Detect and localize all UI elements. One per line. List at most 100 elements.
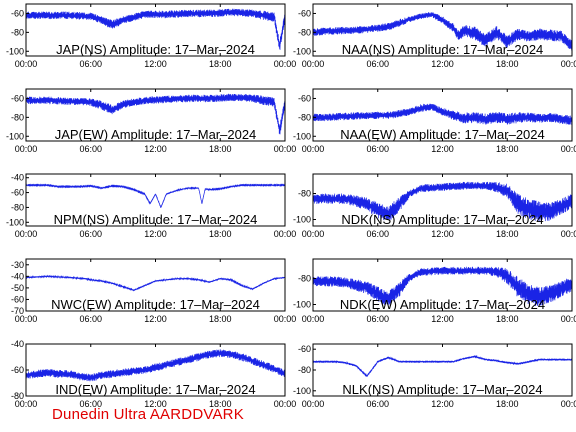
series-line: [312, 103, 573, 125]
x-tick-label: 12:00: [431, 144, 454, 154]
y-tick-label: -100: [293, 386, 311, 396]
x-tick-label: 06:00: [79, 144, 102, 154]
panel-8: 00:00 06:00 12:00 18:00 00:00 -40 -60 -80 IND(EW…: [11, 339, 296, 409]
y-tick-label: -80: [11, 202, 24, 212]
series-line: [312, 12, 573, 51]
x-tick-label: 18:00: [496, 144, 519, 154]
series-line: [25, 183, 286, 208]
y-tick-label: -100: [293, 215, 311, 225]
y-tick-label: -100: [293, 300, 311, 310]
x-tick-label: 00:00: [302, 399, 325, 409]
y-tick-label: -60: [298, 344, 311, 354]
x-tick-label: 00:00: [15, 144, 38, 154]
x-tick-label: 00:00: [15, 314, 38, 324]
panel-title: NDK(NS) Amplitude: 17–Mar–2024: [341, 212, 543, 227]
x-tick-label: 00:00: [274, 59, 297, 69]
y-tick-label: -80: [11, 27, 24, 37]
x-tick-label: 12:00: [431, 399, 454, 409]
x-tick-label: 18:00: [496, 59, 519, 69]
series-line: [312, 266, 573, 307]
x-tick-label: 18:00: [209, 399, 232, 409]
panel-title: IND(EW) Amplitude: 17–Mar–2024: [55, 382, 255, 397]
x-tick-label: 12:00: [144, 399, 167, 409]
x-tick-label: 12:00: [144, 314, 167, 324]
panel-0: 00:00 06:00 12:00 18:00 00:00 -60 -80 -100 JAP(N…: [6, 3, 297, 69]
y-tick-label: -70: [11, 306, 24, 316]
panel-title: NDK(EW) Amplitude: 17–Mar–2024: [340, 297, 545, 312]
x-tick-label: 00:00: [302, 59, 325, 69]
y-tick-label: -80: [11, 391, 24, 401]
panel-title: NPM(NS) Amplitude: 17–Mar–2024: [54, 212, 258, 227]
panel-title: NWC(EW) Amplitude: 17–Mar–2024: [51, 297, 260, 312]
series-line: [312, 355, 573, 377]
x-tick-label: 00:00: [274, 399, 297, 409]
x-tick-label: 06:00: [366, 314, 389, 324]
x-tick-label: 06:00: [366, 144, 389, 154]
y-tick-label: -100: [293, 131, 311, 141]
panel-2: 00:00 06:00 12:00 18:00 00:00 -60 -80 -100 JAP(E…: [6, 88, 297, 154]
x-tick-label: 18:00: [209, 144, 232, 154]
y-tick-label: -100: [6, 46, 24, 56]
y-tick-label: -60: [11, 365, 24, 375]
y-tick-label: -80: [298, 189, 311, 199]
x-tick-label: 12:00: [431, 59, 454, 69]
y-tick-label: -40: [11, 271, 24, 281]
x-tick-label: 00:00: [561, 229, 576, 239]
y-tick-label: -50: [11, 283, 24, 293]
x-tick-label: 12:00: [431, 229, 454, 239]
x-tick-label: 18:00: [209, 229, 232, 239]
credit-label: Dunedin Ultra AARDDVARK: [52, 406, 244, 423]
x-tick-label: 06:00: [366, 59, 389, 69]
y-tick-label: -80: [298, 27, 311, 37]
panel-9: 00:00 06:00 12:00 18:00 00:00 -60 -80 -100 NLK(N…: [293, 343, 576, 409]
x-tick-label: 00:00: [561, 144, 576, 154]
x-tick-label: 18:00: [209, 59, 232, 69]
x-tick-label: 00:00: [561, 399, 576, 409]
y-tick-label: -40: [11, 173, 24, 183]
panel-5: 00:00 06:00 12:00 18:00 00:00 -80 -100 NDK(NS) …: [293, 173, 576, 239]
x-tick-label: 06:00: [79, 229, 102, 239]
x-tick-label: 00:00: [274, 144, 297, 154]
x-tick-label: 06:00: [79, 399, 102, 409]
series-line: [25, 93, 286, 135]
x-tick-label: 12:00: [144, 229, 167, 239]
x-tick-label: 00:00: [15, 229, 38, 239]
x-tick-label: 12:00: [144, 59, 167, 69]
panel-title: NLK(NS) Amplitude: 17–Mar–2024: [342, 382, 542, 397]
y-tick-label: -60: [298, 8, 311, 18]
series-line: [25, 8, 286, 50]
panel-1: 00:00 06:00 12:00 18:00 00:00 -60 -80 -100 NAA(N…: [293, 3, 576, 69]
series-line: [25, 274, 286, 292]
panel-6: 00:00 06:00 12:00 18:00 00:00 -30-40 -50-60 -70…: [11, 258, 296, 324]
panel-title: JAP(EW) Amplitude: 17–Mar–2024: [55, 127, 257, 142]
x-tick-label: 00:00: [302, 144, 325, 154]
x-tick-label: 12:00: [144, 144, 167, 154]
y-tick-label: -80: [298, 365, 311, 375]
y-tick-label: -100: [293, 46, 311, 56]
x-tick-label: 18:00: [496, 399, 519, 409]
panel-4: 00:00 06:00 12:00 18:00 00:00 -40 -60 -80 -100 NP…: [6, 173, 296, 239]
y-tick-label: -60: [11, 93, 24, 103]
x-tick-label: 00:00: [15, 59, 38, 69]
series-line: [25, 349, 286, 382]
y-tick-label: -60: [11, 8, 24, 18]
x-tick-label: 00:00: [561, 59, 576, 69]
x-tick-label: 18:00: [209, 314, 232, 324]
y-tick-label: -40: [11, 339, 24, 349]
y-tick-label: -80: [11, 112, 24, 122]
x-tick-label: 00:00: [15, 399, 38, 409]
panel-title: JAP(NS) Amplitude: 17–Mar–2024: [56, 42, 255, 57]
y-tick-label: -100: [6, 217, 24, 227]
x-tick-label: 00:00: [302, 229, 325, 239]
panel-title: NAA(EW) Amplitude: 17–Mar–2024: [340, 127, 544, 142]
y-tick-label: -60: [11, 188, 24, 198]
y-tick-label: -60: [298, 93, 311, 103]
x-tick-label: 18:00: [496, 314, 519, 324]
x-tick-label: 06:00: [79, 59, 102, 69]
y-tick-label: -100: [6, 131, 24, 141]
x-tick-label: 18:00: [496, 229, 519, 239]
series-line: [312, 181, 573, 222]
x-tick-label: 06:00: [79, 314, 102, 324]
x-tick-label: 00:00: [274, 229, 297, 239]
